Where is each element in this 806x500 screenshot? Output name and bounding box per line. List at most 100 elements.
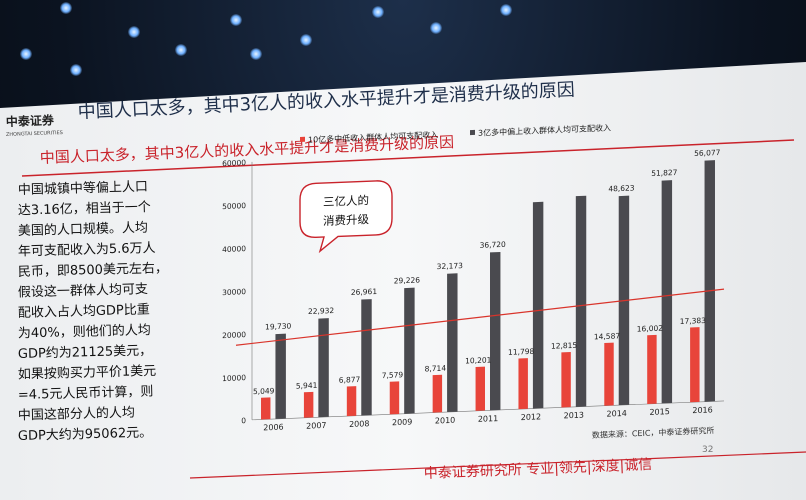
x-tick-label: 2012 — [521, 412, 541, 422]
callout-text: 三亿人的 — [323, 193, 369, 209]
description-line: 民币，即8500美元左右， — [18, 261, 168, 280]
data-label-low: 11,798 — [508, 347, 534, 357]
y-tick-label: 30000 — [222, 287, 246, 297]
data-label-low: 17,383 — [680, 316, 706, 326]
bar-high-income — [404, 287, 415, 414]
data-label-high: 22,932 — [308, 306, 334, 316]
footer-divider — [189, 451, 806, 479]
logo-cn: 中泰证券 — [6, 112, 55, 129]
data-label-high: 29,226 — [394, 275, 420, 285]
bar-high-income — [575, 195, 587, 407]
callout-shape — [299, 180, 393, 254]
description-line: 配收入占人均GDP比重 — [18, 302, 150, 321]
bar-high-income — [447, 273, 458, 413]
data-label-low: 10,201 — [465, 355, 491, 365]
description-line: 达3.16亿，相当于一个 — [18, 200, 151, 218]
description-line: 中国这部分人的人均 — [18, 404, 135, 423]
stage-light — [230, 14, 242, 26]
trend-line — [235, 288, 725, 346]
x-tick-label: 2007 — [306, 421, 326, 431]
stage-light — [128, 26, 140, 38]
x-tick-label: 2016 — [692, 405, 712, 415]
stage-light — [372, 6, 384, 18]
data-label-high: 56,077 — [694, 148, 720, 158]
stage-light — [175, 44, 187, 56]
bar-low-income — [475, 366, 485, 411]
bar-low-income — [561, 351, 571, 408]
income-chart: 10亿多中低收入群体人均可支配收入 3亿多中偏上收入群体人均可支配收入 01000… — [222, 122, 725, 433]
presentation-slide: 中泰证券 ZHONGTAI SECURITIES 中国人口太多，其中3亿人的收入… — [0, 60, 806, 500]
data-label-low: 5,049 — [253, 386, 275, 396]
data-label-low: 12,815 — [551, 341, 577, 351]
x-tick-label: 2010 — [435, 416, 455, 426]
bar-low-income — [389, 381, 400, 415]
x-tick-label: 2011 — [478, 414, 498, 424]
logo: 中泰证券 ZHONGTAI SECURITIES — [6, 112, 63, 138]
description-line: 假设这一群体人均可支 — [18, 281, 148, 300]
data-label-high: 48,623 — [608, 183, 634, 193]
bar-high-income — [275, 333, 286, 419]
bar-high-income — [490, 252, 501, 411]
bar-high-income — [361, 299, 372, 416]
bar-low-income — [518, 358, 528, 410]
legend-swatch-high — [470, 129, 475, 136]
data-label-high: 19,730 — [265, 321, 291, 331]
description-text: 中国城镇中等偏上人口达3.16亿，相当于一个美国的人口规模。人均年可支配收入为5… — [18, 179, 168, 444]
stage-light — [250, 48, 262, 60]
x-tick-label: 2008 — [349, 419, 369, 429]
data-label-low: 16,002 — [637, 324, 663, 334]
description-line: =4.5元人民币计算，则 — [18, 384, 154, 403]
bar-high-income — [318, 318, 329, 418]
y-tick-label: 60000 — [222, 158, 246, 168]
bar-low-income — [261, 397, 271, 420]
stage-light — [70, 64, 82, 76]
data-label-low: 6,877 — [339, 375, 361, 385]
y-tick-label: 50000 — [222, 201, 246, 211]
data-label-low: 8,714 — [425, 364, 447, 374]
y-tick-label: 0 — [241, 416, 246, 425]
stage-light — [500, 4, 512, 16]
bar-low-income — [604, 342, 614, 406]
x-tick-label: 2014 — [607, 409, 627, 419]
bar-low-income — [303, 391, 314, 418]
bar-low-income — [647, 334, 657, 405]
data-label-high: 36,720 — [480, 240, 506, 250]
bar-low-income — [346, 386, 357, 417]
y-tick-label: 40000 — [222, 244, 246, 254]
description-line: 中国城镇中等偏上人口 — [18, 179, 148, 198]
x-axis-line — [252, 400, 724, 421]
bar-low-income — [432, 374, 443, 413]
title-divider — [21, 139, 795, 177]
data-label-low: 14,587 — [594, 331, 620, 341]
bar-high-income — [661, 180, 673, 404]
bar-high-income — [704, 160, 715, 402]
page-number: 32 — [702, 445, 713, 455]
data-label-low: 7,579 — [382, 370, 404, 380]
data-label-high: 51,827 — [651, 168, 677, 178]
description-line: 美国的人口规模。人均 — [18, 220, 148, 239]
description-line: 年可支配收入为5.6万人 — [18, 241, 156, 260]
data-label-low: 5,941 — [296, 381, 318, 391]
description-line: 为40%，则他们的人均 — [18, 322, 151, 341]
y-tick-label: 20000 — [222, 330, 246, 340]
y-axis: 0 10000 20000 30000 40000 50000 60000 — [222, 158, 253, 425]
x-tick-label: 2015 — [649, 407, 669, 417]
stage-light — [60, 2, 72, 14]
description-line: GDP约为21125美元， — [18, 343, 153, 362]
y-tick-label: 10000 — [222, 373, 246, 383]
trend-line-segment — [235, 288, 725, 346]
x-tick-label: 2006 — [263, 423, 283, 433]
data-label-high: 26,961 — [351, 287, 377, 297]
x-tick-label: 2013 — [564, 411, 584, 421]
description-line: GDP大约为95062元。 — [18, 425, 153, 444]
source-note: 数据来源：CEIC，中泰证券研究所 — [592, 425, 715, 440]
legend-swatch-low — [300, 136, 305, 142]
x-tick-label: 2009 — [392, 417, 412, 427]
stage-light — [430, 22, 442, 34]
description-line: 如果按购买力平价1美元 — [18, 363, 157, 383]
callout-text: 消费升级 — [323, 212, 369, 228]
bars: 5,049 19,730 5,941 22,932 6,877 26,961 7,579 29… — [253, 148, 721, 420]
logo-en: ZHONGTAI SECURITIES — [6, 130, 63, 138]
